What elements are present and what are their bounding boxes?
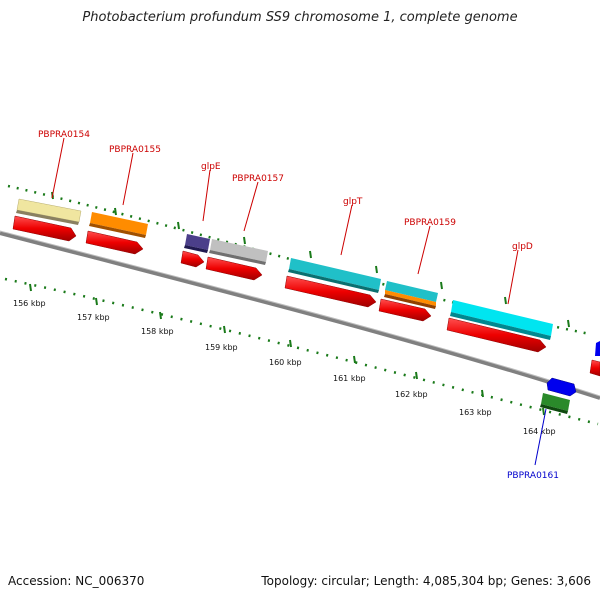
feature-glpD [451,300,553,336]
feature-PBPRA0159 [385,281,438,302]
accession-text: Accession: NC_006370 [8,574,145,588]
outer-major-ticks [51,191,570,328]
feature-edge-blue [595,341,600,356]
cds-row [12,215,600,377]
cds-arrow [446,317,547,353]
feature-PBPRA0161 [541,393,570,411]
scale-label: 157 kbp [77,313,110,322]
scale-label: 156 kbp [13,299,46,308]
genome-summary-text: Topology: circular; Length: 4,085,304 bp… [261,574,591,588]
feature-glpE [185,234,210,250]
gene-label-PBPRA0161[interactable]: PBPRA0161 [507,471,559,481]
cds-arrow [205,256,263,281]
scale-label: 161 kbp [333,374,366,383]
gene-label-PBPRA0157[interactable]: PBPRA0157 [232,174,284,184]
scale-label: 158 kbp [141,327,174,336]
genome-backbone [0,231,600,400]
inner-scale-track [4,277,599,426]
scale-label: 163 kbp [459,408,492,417]
scale-label: 159 kbp [205,343,238,352]
gene-label-glpD[interactable]: glpD [512,242,533,252]
feature-glpT [289,258,381,290]
gene-label-glpT[interactable]: glpT [343,197,363,207]
feature-reverse-blue [546,377,577,397]
cds-arrow [378,298,432,322]
feature-PBPRA0157 [210,239,268,262]
feature-PBPRA0155 [90,212,148,235]
gene-label-PBPRA0159[interactable]: PBPRA0159 [404,218,456,228]
gene-label-PBPRA0154[interactable]: PBPRA0154 [38,130,90,140]
scale-label: 162 kbp [395,390,428,399]
gene-label-PBPRA0155[interactable]: PBPRA0155 [109,145,161,155]
cds-arrow-edge [589,359,600,377]
scale-label: 164 kbp [523,427,556,436]
gene-label-glpE[interactable]: glpE [201,162,221,172]
cds-arrow [85,230,144,255]
scale-label: 160 kbp [269,358,302,367]
feature-row-outer [16,198,553,340]
cds-arrow [12,215,77,242]
inner-major-ticks [29,283,545,416]
cds-arrow [180,250,205,268]
cds-arrow [284,275,377,308]
leader-lines [51,137,547,466]
reverse-features [540,377,577,414]
map-title: Photobacterium profundum SS9 chromosome … [82,10,518,25]
scale-labels: 156 kbp 157 kbp 158 kbp 159 kbp 160 kbp 161 k… [13,299,556,436]
gene-labels: PBPRA0154 PBPRA0155 glpE PBPRA0157 glpT PBPRA… [38,130,559,481]
